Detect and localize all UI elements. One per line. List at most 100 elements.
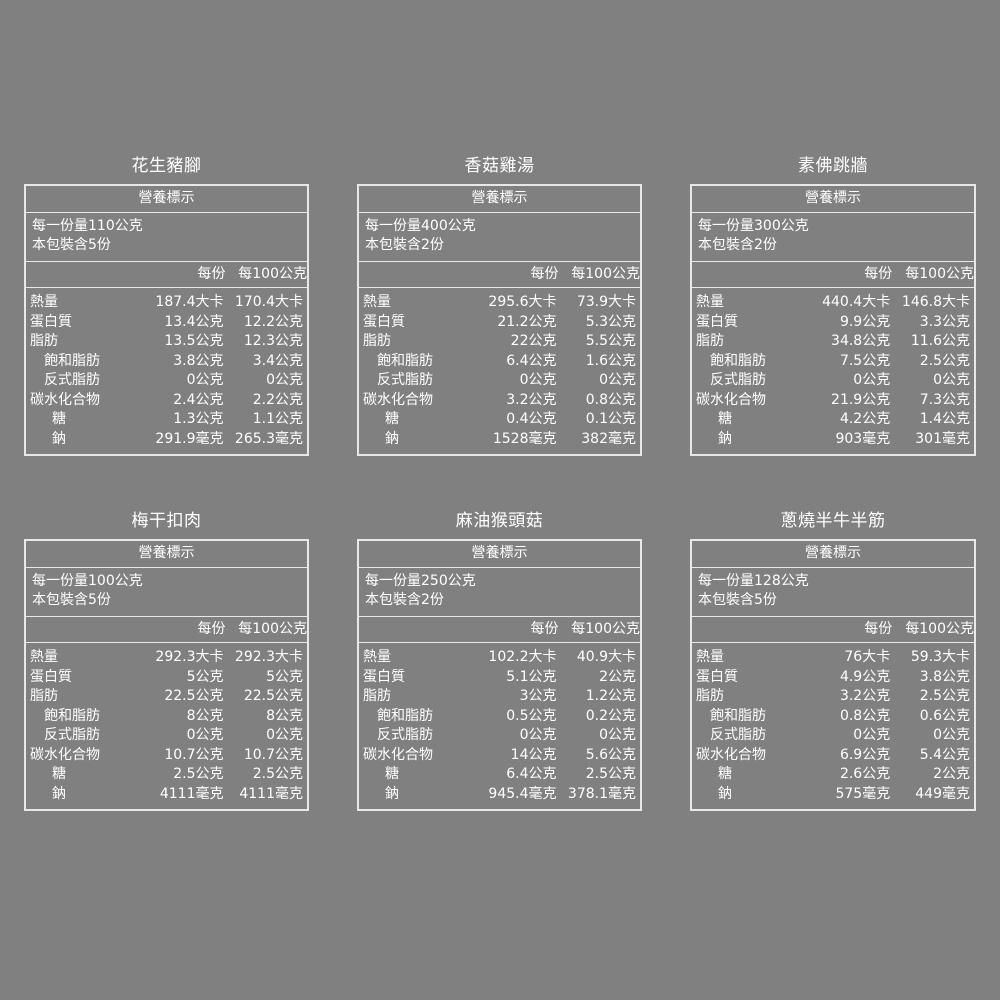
- column-header-row: 每份 每100公克: [692, 617, 974, 643]
- nutrient-values-table: 每份 每100公克 熱量 295.6大卡 73.9大卡 蛋白質 21.2公克 5.3公克 脂肪 2…: [359, 262, 640, 454]
- nutrient-label: 反式脂肪: [377, 727, 433, 743]
- nutrient-value-per-serving: 0.8公克: [839, 707, 891, 724]
- nutrient-value-per-100g: 2公克: [599, 668, 636, 685]
- column-header-per-serving: 每份: [530, 266, 559, 282]
- nutrient-label: 鈉: [385, 785, 399, 802]
- nutrient-label: 脂肪: [696, 688, 724, 704]
- nutrient-label: 飽和脂肪: [44, 707, 100, 724]
- nutrient-row: 糖 2.6公克 2公克: [692, 765, 974, 785]
- column-header-row: 每份 每100公克: [26, 262, 307, 288]
- column-header-per-serving: 每份: [864, 621, 893, 637]
- nutrient-value-per-100g: 5.5公克: [585, 333, 636, 349]
- nutrition-facts-header: 營養標示: [692, 541, 974, 568]
- column-header-spacer: [359, 617, 474, 643]
- nutrient-row: 鈉 291.9毫克 265.3毫克: [26, 430, 307, 455]
- nutrient-value-per-serving: 292.3大卡: [155, 649, 224, 665]
- nutrient-label: 脂肪: [696, 333, 724, 349]
- nutrient-value-per-100g: 7.3公克: [919, 391, 970, 408]
- nutrient-label: 熱量: [696, 294, 724, 310]
- nutrient-row: 糖 4.2公克 1.4公克: [692, 410, 974, 430]
- nutrient-label: 糖: [385, 411, 399, 427]
- nutrient-value-per-100g: 12.2公克: [243, 313, 303, 330]
- nutrient-value-per-serving: 2.4公克: [173, 391, 224, 408]
- nutrient-row: 反式脂肪 0公克 0公克: [359, 371, 640, 391]
- nutrient-label: 蛋白質: [363, 668, 405, 685]
- nutrition-panel: 素佛跳牆 營養標示 每一份量300公克 本包裝含2份 每份 每100公克 熱量 440.4大卡…: [666, 150, 1000, 505]
- nutrient-row: 鈉 575毫克 449毫克: [692, 785, 974, 810]
- nutrient-value-per-100g: 1.6公克: [585, 352, 636, 369]
- nutrient-value-per-serving: 440.4大卡: [822, 294, 891, 310]
- nutrient-value-per-100g: 2.5公克: [585, 766, 636, 782]
- nutrient-value-per-100g: 12.3公克: [243, 333, 303, 349]
- servings-per-pack: 本包裝含2份: [365, 592, 444, 608]
- serving-info: 每一份量128公克 本包裝含5份: [692, 568, 974, 617]
- panel-title: 蔥燒半牛半筋: [780, 511, 886, 531]
- nutrient-label: 糖: [718, 766, 732, 782]
- nutrient-value-per-serving: 0公克: [519, 727, 557, 743]
- nutrient-label: 蛋白質: [30, 313, 72, 330]
- nutrient-label: 反式脂肪: [377, 372, 433, 388]
- column-header-row: 每份 每100公克: [692, 262, 974, 288]
- nutrition-facts-table: 營養標示 每一份量250公克 本包裝含2份 每份 每100公克 熱量 102.2大卡 40.9…: [357, 539, 642, 811]
- nutrient-row: 飽和脂肪 7.5公克 2.5公克: [692, 352, 974, 372]
- nutrient-label: 碳水化合物: [696, 391, 766, 408]
- nutrient-row: 蛋白質 9.9公克 3.3公克: [692, 313, 974, 333]
- column-header-spacer: [26, 617, 141, 643]
- nutrient-value-per-serving: 7.5公克: [839, 352, 891, 369]
- nutrient-value-per-serving: 291.9毫克: [155, 430, 224, 447]
- column-header-spacer: [26, 262, 141, 288]
- nutrient-row: 脂肪 3.2公克 2.5公克: [692, 687, 974, 707]
- nutrient-value-per-serving: 6.4公克: [506, 766, 557, 782]
- nutrient-value-per-serving: 22.5公克: [164, 688, 224, 704]
- serving-size: 每一份量400公克: [365, 218, 476, 234]
- nutrient-value-per-serving: 0.4公克: [506, 411, 557, 427]
- nutrient-value-per-serving: 0公克: [853, 727, 891, 743]
- nutrient-row: 飽和脂肪 3.8公克 3.4公克: [26, 352, 307, 372]
- panel-title: 梅干扣肉: [131, 511, 202, 531]
- nutrient-value-per-serving: 1.3公克: [173, 411, 224, 427]
- nutrient-value-per-100g: 11.6公克: [910, 333, 970, 349]
- nutrient-row: 碳水化合物 3.2公克 0.8公克: [359, 391, 640, 411]
- nutrient-value-per-serving: 14公克: [510, 746, 557, 763]
- nutrition-panel: 梅干扣肉 營養標示 每一份量100公克 本包裝含5份 每份 每100公克 熱量 292.3大卡…: [0, 505, 333, 860]
- nutrient-label: 碳水化合物: [363, 391, 433, 408]
- nutrient-row: 蛋白質 5.1公克 2公克: [359, 668, 640, 688]
- nutrient-value-per-serving: 76大卡: [844, 649, 891, 665]
- nutrient-value-per-serving: 6.4公克: [506, 352, 557, 369]
- nutrient-value-per-serving: 903毫克: [835, 430, 891, 447]
- nutrient-values-table: 每份 每100公克 熱量 76大卡 59.3大卡 蛋白質 4.9公克 3.8公克 脂肪 3.2公克…: [692, 617, 974, 809]
- nutrition-panel: 香菇雞湯 營養標示 每一份量400公克 本包裝含2份 每份 每100公克 熱量 295.6大卡…: [333, 150, 666, 505]
- servings-per-pack: 本包裝含5份: [32, 592, 111, 608]
- nutrient-value-per-100g: 59.3大卡: [910, 649, 970, 665]
- nutrient-value-per-100g: 8公克: [266, 707, 303, 724]
- nutrient-row: 反式脂肪 0公克 0公克: [359, 726, 640, 746]
- nutrient-row: 蛋白質 4.9公克 3.8公克: [692, 668, 974, 688]
- nutrient-value-per-serving: 13.5公克: [164, 333, 224, 349]
- column-header-per-serving: 每份: [530, 621, 559, 637]
- column-header-per-serving: 每份: [197, 266, 226, 282]
- nutrient-value-per-serving: 34.8公克: [831, 333, 891, 349]
- nutrient-label: 反式脂肪: [44, 727, 100, 743]
- nutrient-value-per-100g: 292.3大卡: [234, 649, 303, 665]
- nutrient-value-per-serving: 5公克: [186, 668, 224, 685]
- nutrient-value-per-serving: 21.9公克: [831, 391, 891, 408]
- nutrient-row: 脂肪 22.5公克 22.5公克: [26, 687, 307, 707]
- serving-info: 每一份量250公克 本包裝含2份: [359, 568, 640, 617]
- nutrient-value-per-serving: 21.2公克: [497, 313, 557, 330]
- column-header-spacer: [692, 262, 808, 288]
- nutrient-value-per-100g: 1.2公克: [585, 688, 636, 704]
- nutrient-row: 脂肪 13.5公克 12.3公克: [26, 332, 307, 352]
- nutrient-value-per-serving: 4111毫克: [159, 785, 224, 802]
- nutrient-value-per-serving: 22公克: [510, 333, 557, 349]
- nutrient-row: 飽和脂肪 6.4公克 1.6公克: [359, 352, 640, 372]
- nutrient-row: 脂肪 34.8公克 11.6公克: [692, 332, 974, 352]
- nutrient-row: 脂肪 22公克 5.5公克: [359, 332, 640, 352]
- serving-size: 每一份量110公克: [32, 218, 143, 234]
- nutrient-row: 熱量 440.4大卡 146.8大卡: [692, 288, 974, 313]
- column-header-per-100g: 每100公克: [238, 621, 307, 637]
- nutrient-value-per-serving: 3.2公克: [506, 391, 557, 408]
- nutrient-label: 糖: [385, 766, 399, 782]
- nutrient-value-per-100g: 5公克: [266, 668, 303, 685]
- nutrient-label: 脂肪: [30, 688, 58, 704]
